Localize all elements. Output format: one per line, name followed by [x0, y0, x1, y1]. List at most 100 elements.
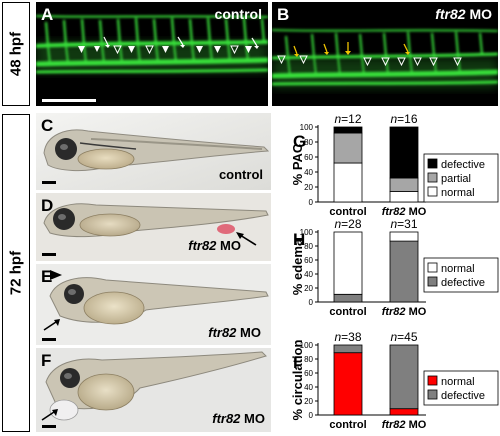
legend-swatch-defective: [427, 276, 438, 287]
n-label-value: =12: [341, 112, 362, 126]
panel-f-treatment: MO: [244, 411, 265, 426]
n-label-value: =45: [397, 330, 418, 344]
panel-b-arrowheads: [277, 55, 462, 67]
panel-a-vessels: [36, 15, 268, 102]
panel-f-image: F ftr82 MO: [36, 348, 271, 432]
y-tick-label: 20: [304, 397, 313, 406]
panel-e-condition: ftr82 MO: [208, 326, 261, 339]
legend-swatch-defective: [427, 389, 438, 400]
bar-segment-normal: [389, 191, 419, 203]
n-label-prefix: n: [334, 330, 341, 344]
legend-label-normal: normal: [441, 376, 475, 388]
legend-label-normal: normal: [441, 263, 475, 275]
panel-d-gene: ftr82: [188, 238, 217, 253]
n-label-prefix: n: [390, 330, 397, 344]
chart-g-letter: G: [293, 132, 306, 151]
y-tick-label: 80: [304, 355, 313, 364]
bar-segment-normal: [333, 352, 363, 416]
panel-b-image: B ftr82 MO: [272, 2, 498, 106]
panel-e-image: E ftr82 MO: [36, 264, 271, 345]
panel-f-letter: F: [41, 351, 52, 370]
panel-d-letter: D: [41, 196, 54, 215]
panel-e-scale-bar: [42, 338, 56, 341]
legend-swatch-partial: [427, 172, 438, 183]
n-label-value: =16: [397, 112, 418, 126]
panel-c-letter: C: [41, 116, 54, 135]
panel-c-condition: control: [218, 167, 263, 182]
x-category-label: ftr82 MO: [382, 419, 427, 431]
x-category-suffix: MO: [406, 306, 427, 318]
n-label: n=12: [334, 112, 361, 126]
x-category-label: ftr82 MO: [382, 306, 427, 318]
n-label-prefix: n: [334, 217, 341, 231]
n-label: n=38: [334, 330, 361, 344]
panel-e-treatment: MO: [240, 325, 261, 340]
legend-label-normal: normal: [441, 187, 475, 199]
x-category-suffix: MO: [406, 419, 427, 431]
panel-e-larva: [36, 264, 271, 345]
bar-segment-defective: [389, 344, 419, 410]
x-category-plain: control: [329, 306, 366, 318]
chart-h-letter: H: [293, 230, 305, 249]
n-label-value: =28: [341, 217, 362, 231]
y-axis-label: % circulation: [290, 339, 305, 420]
legend-swatch-normal: [427, 262, 438, 273]
y-tick-label: 80: [304, 138, 313, 147]
panel-a-arrowheads: [78, 45, 252, 55]
panel-d-image: D ftr82 MO: [36, 193, 271, 261]
panel-b-vessels: [272, 29, 498, 88]
panel-c-image: C control: [36, 113, 271, 190]
y-tick-label: 60: [304, 369, 313, 378]
n-label: n=28: [334, 217, 361, 231]
x-category-suffix: MO: [406, 206, 427, 218]
x-category-gene: ftr82: [382, 306, 406, 318]
panel-e-gene: ftr82: [208, 325, 237, 340]
n-label-prefix: n: [334, 112, 341, 126]
panel-d-condition: ftr82 MO: [188, 239, 241, 252]
y-tick-label: 40: [304, 270, 313, 279]
panel-b-letter: B: [277, 5, 290, 24]
bar-segment-partial: [333, 132, 363, 164]
panel-a-condition: control: [214, 6, 262, 22]
y-tick-label: 60: [304, 153, 313, 162]
bar-segment-defective: [389, 240, 419, 303]
panel-a-letter: A: [41, 5, 54, 24]
legend-box: [423, 257, 499, 293]
panel-f-condition: ftr82 MO: [212, 412, 265, 425]
n-label: n=31: [390, 217, 417, 231]
panel-b-condition: ftr82 MO: [435, 7, 492, 21]
bar-segment-normal: [389, 408, 419, 416]
panel-e-letter: E: [41, 267, 53, 286]
y-tick-label: 100: [300, 341, 314, 350]
bar-segment-defective: [333, 293, 363, 303]
bar-segment-defective: [333, 126, 363, 134]
legend-swatch-normal: [427, 375, 438, 386]
y-axis-label: % edema: [290, 238, 305, 295]
y-tick-label: 20: [304, 284, 313, 293]
x-category-label: control: [329, 306, 366, 318]
stage-48hpf-box: 48 hpf: [2, 2, 30, 106]
x-category-label: control: [329, 206, 366, 218]
panel-c-larva: [36, 113, 271, 190]
panel-a-scale-bar: [42, 99, 96, 102]
y-tick-label: 80: [304, 242, 313, 251]
panel-b-treatment: MO: [469, 6, 492, 22]
panel-a-image: A control: [36, 2, 268, 106]
x-category-label: ftr82 MO: [382, 206, 427, 218]
panel-d-treatment: MO: [220, 238, 241, 253]
y-tick-label: 0: [309, 411, 314, 420]
panel-a-arrows: [103, 36, 259, 49]
legend-label-partial: partial: [441, 173, 471, 185]
n-label-value: =38: [341, 330, 362, 344]
n-label: n=16: [390, 112, 417, 126]
chart-i: I% circulation 020406080100n=38controln=4…: [290, 330, 499, 431]
panel-d-scale-bar: [42, 253, 56, 256]
panel-d-larva: [36, 193, 271, 261]
y-tick-label: 60: [304, 256, 313, 265]
n-label: n=45: [390, 330, 417, 344]
legend-box: [423, 153, 499, 203]
legend-swatch-normal: [427, 186, 438, 197]
bar-segment-normal: [333, 162, 363, 203]
x-category-label: control: [329, 419, 366, 431]
